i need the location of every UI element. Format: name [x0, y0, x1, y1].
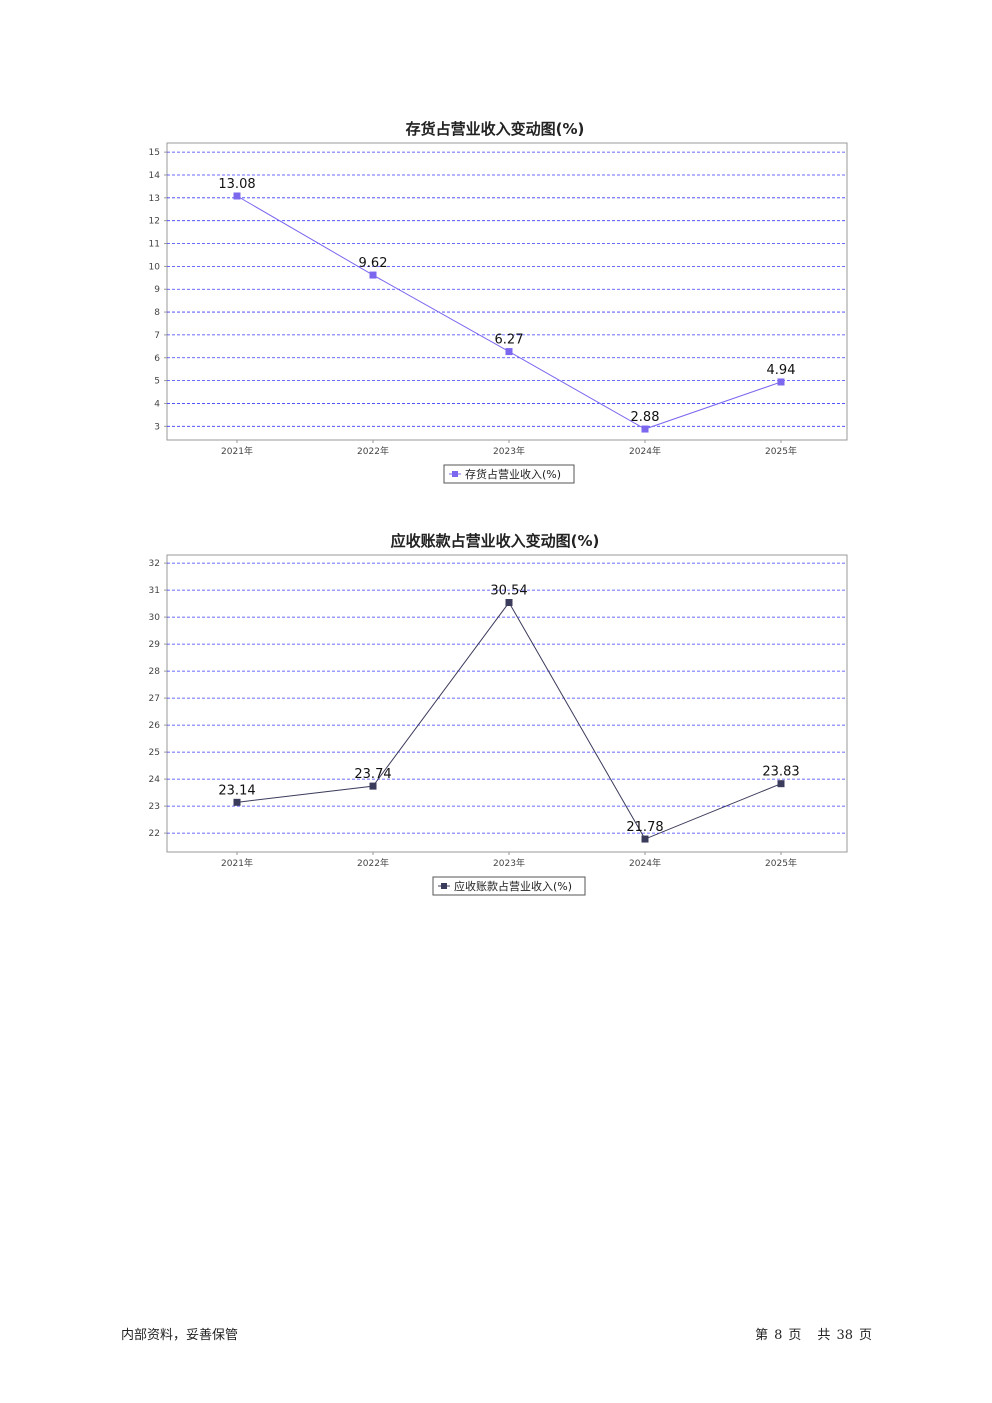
y-tick-label: 11 — [149, 240, 160, 250]
data-label: 23.74 — [354, 767, 391, 782]
y-tick-label: 3 — [154, 422, 160, 432]
total-prefix: 共 — [817, 1328, 831, 1343]
data-label: 9.62 — [359, 256, 388, 271]
x-tick-label: 2022年 — [357, 857, 389, 869]
y-tick-label: 32 — [149, 559, 160, 569]
data-point-marker — [777, 780, 785, 788]
data-label: 23.83 — [762, 765, 799, 780]
y-tick-label: 27 — [149, 694, 160, 704]
legend-marker — [452, 471, 458, 477]
y-tick-label: 24 — [149, 775, 161, 785]
y-tick-label: 13 — [149, 194, 160, 204]
y-tick-label: 5 — [154, 377, 160, 387]
x-tick-label: 2025年 — [765, 857, 797, 869]
data-label: 21.78 — [626, 820, 663, 835]
receivables-ratio-chart-svg: 22 23 24 25 26 27 28 29 30 31 32 2021年 2022年 2023年 202… — [149, 554, 848, 896]
x-tick-label: 2023年 — [493, 445, 525, 457]
data-point-marker — [233, 192, 241, 200]
page-current: 8 — [774, 1328, 783, 1343]
y-tick-label: 14 — [149, 171, 161, 181]
footer-page-info: 第 8 页共 38 页 — [755, 1324, 872, 1343]
x-tick-label: 2023年 — [493, 857, 525, 869]
x-tick-label: 2022年 — [357, 445, 389, 457]
y-tick-label: 6 — [154, 354, 160, 364]
data-label: 23.14 — [218, 783, 255, 798]
x-tick-label: 2025年 — [765, 445, 797, 457]
data-label: 13.08 — [218, 177, 255, 192]
chart-title: 存货占营业收入变动图(%) — [405, 120, 585, 138]
y-tick-label: 26 — [149, 721, 161, 731]
legend-label: 存货占营业收入(%) — [465, 467, 561, 481]
legend-box — [432, 876, 586, 896]
y-tick-label: 25 — [149, 748, 160, 758]
data-label: 2.88 — [631, 410, 660, 425]
page-prefix: 第 — [755, 1328, 769, 1343]
y-tick-label: 10 — [149, 262, 161, 272]
y-tick-label: 8 — [154, 308, 160, 318]
legend-label: 应收账款占营业收入(%) — [454, 879, 572, 893]
x-tick-label: 2024年 — [629, 445, 661, 457]
y-tick-label: 23 — [149, 802, 160, 812]
y-tick-label: 15 — [149, 148, 160, 158]
footer-confidential-note: 内部资料，妥善保管 — [121, 1328, 239, 1343]
data-point-marker — [505, 348, 513, 356]
inventory-ratio-chart: 存货占营业收入变动图(%) 3 4 5 6 7 8 9 10 11 12 13 14 15 2021年 20… — [130, 115, 860, 495]
y-tick-label: 7 — [154, 331, 160, 341]
data-label: 30.54 — [490, 584, 527, 599]
page-total: 38 — [836, 1328, 853, 1343]
data-point-marker — [641, 425, 649, 433]
page-suffix: 页 — [858, 1328, 872, 1343]
y-tick-label: 22 — [149, 829, 160, 839]
x-tick-label: 2021年 — [221, 445, 253, 457]
legend-marker — [441, 883, 447, 889]
y-tick-label: 28 — [149, 667, 161, 677]
receivables-ratio-chart: 应收账款占营业收入变动图(%) 22 23 24 25 26 27 28 29 30 31 32 20… — [130, 527, 860, 907]
y-tick-label: 30 — [149, 613, 161, 623]
data-label: 6.27 — [495, 333, 524, 348]
inventory-ratio-chart-svg: 3 4 5 6 7 8 9 10 11 12 13 14 15 2021年 2022年 2023年 2024年 2… — [149, 142, 848, 484]
chart-title: 应收账款占营业收入变动图(%) — [390, 532, 600, 550]
data-point-marker — [369, 782, 377, 790]
x-tick-label: 2021年 — [221, 857, 253, 869]
data-label: 4.94 — [767, 363, 796, 378]
data-point-marker — [369, 271, 377, 279]
legend-box — [443, 464, 575, 484]
data-point-marker — [505, 599, 513, 607]
y-tick-label: 12 — [149, 217, 160, 227]
data-point-marker — [233, 798, 241, 806]
data-point-marker — [777, 378, 785, 386]
y-tick-label: 29 — [149, 640, 161, 650]
x-tick-label: 2024年 — [629, 857, 661, 869]
y-tick-label: 4 — [154, 399, 160, 409]
data-point-marker — [641, 835, 649, 843]
plot-area — [166, 142, 848, 441]
y-tick-label: 9 — [154, 285, 160, 295]
y-tick-label: 31 — [149, 586, 160, 596]
page-mid: 页 — [788, 1328, 802, 1343]
